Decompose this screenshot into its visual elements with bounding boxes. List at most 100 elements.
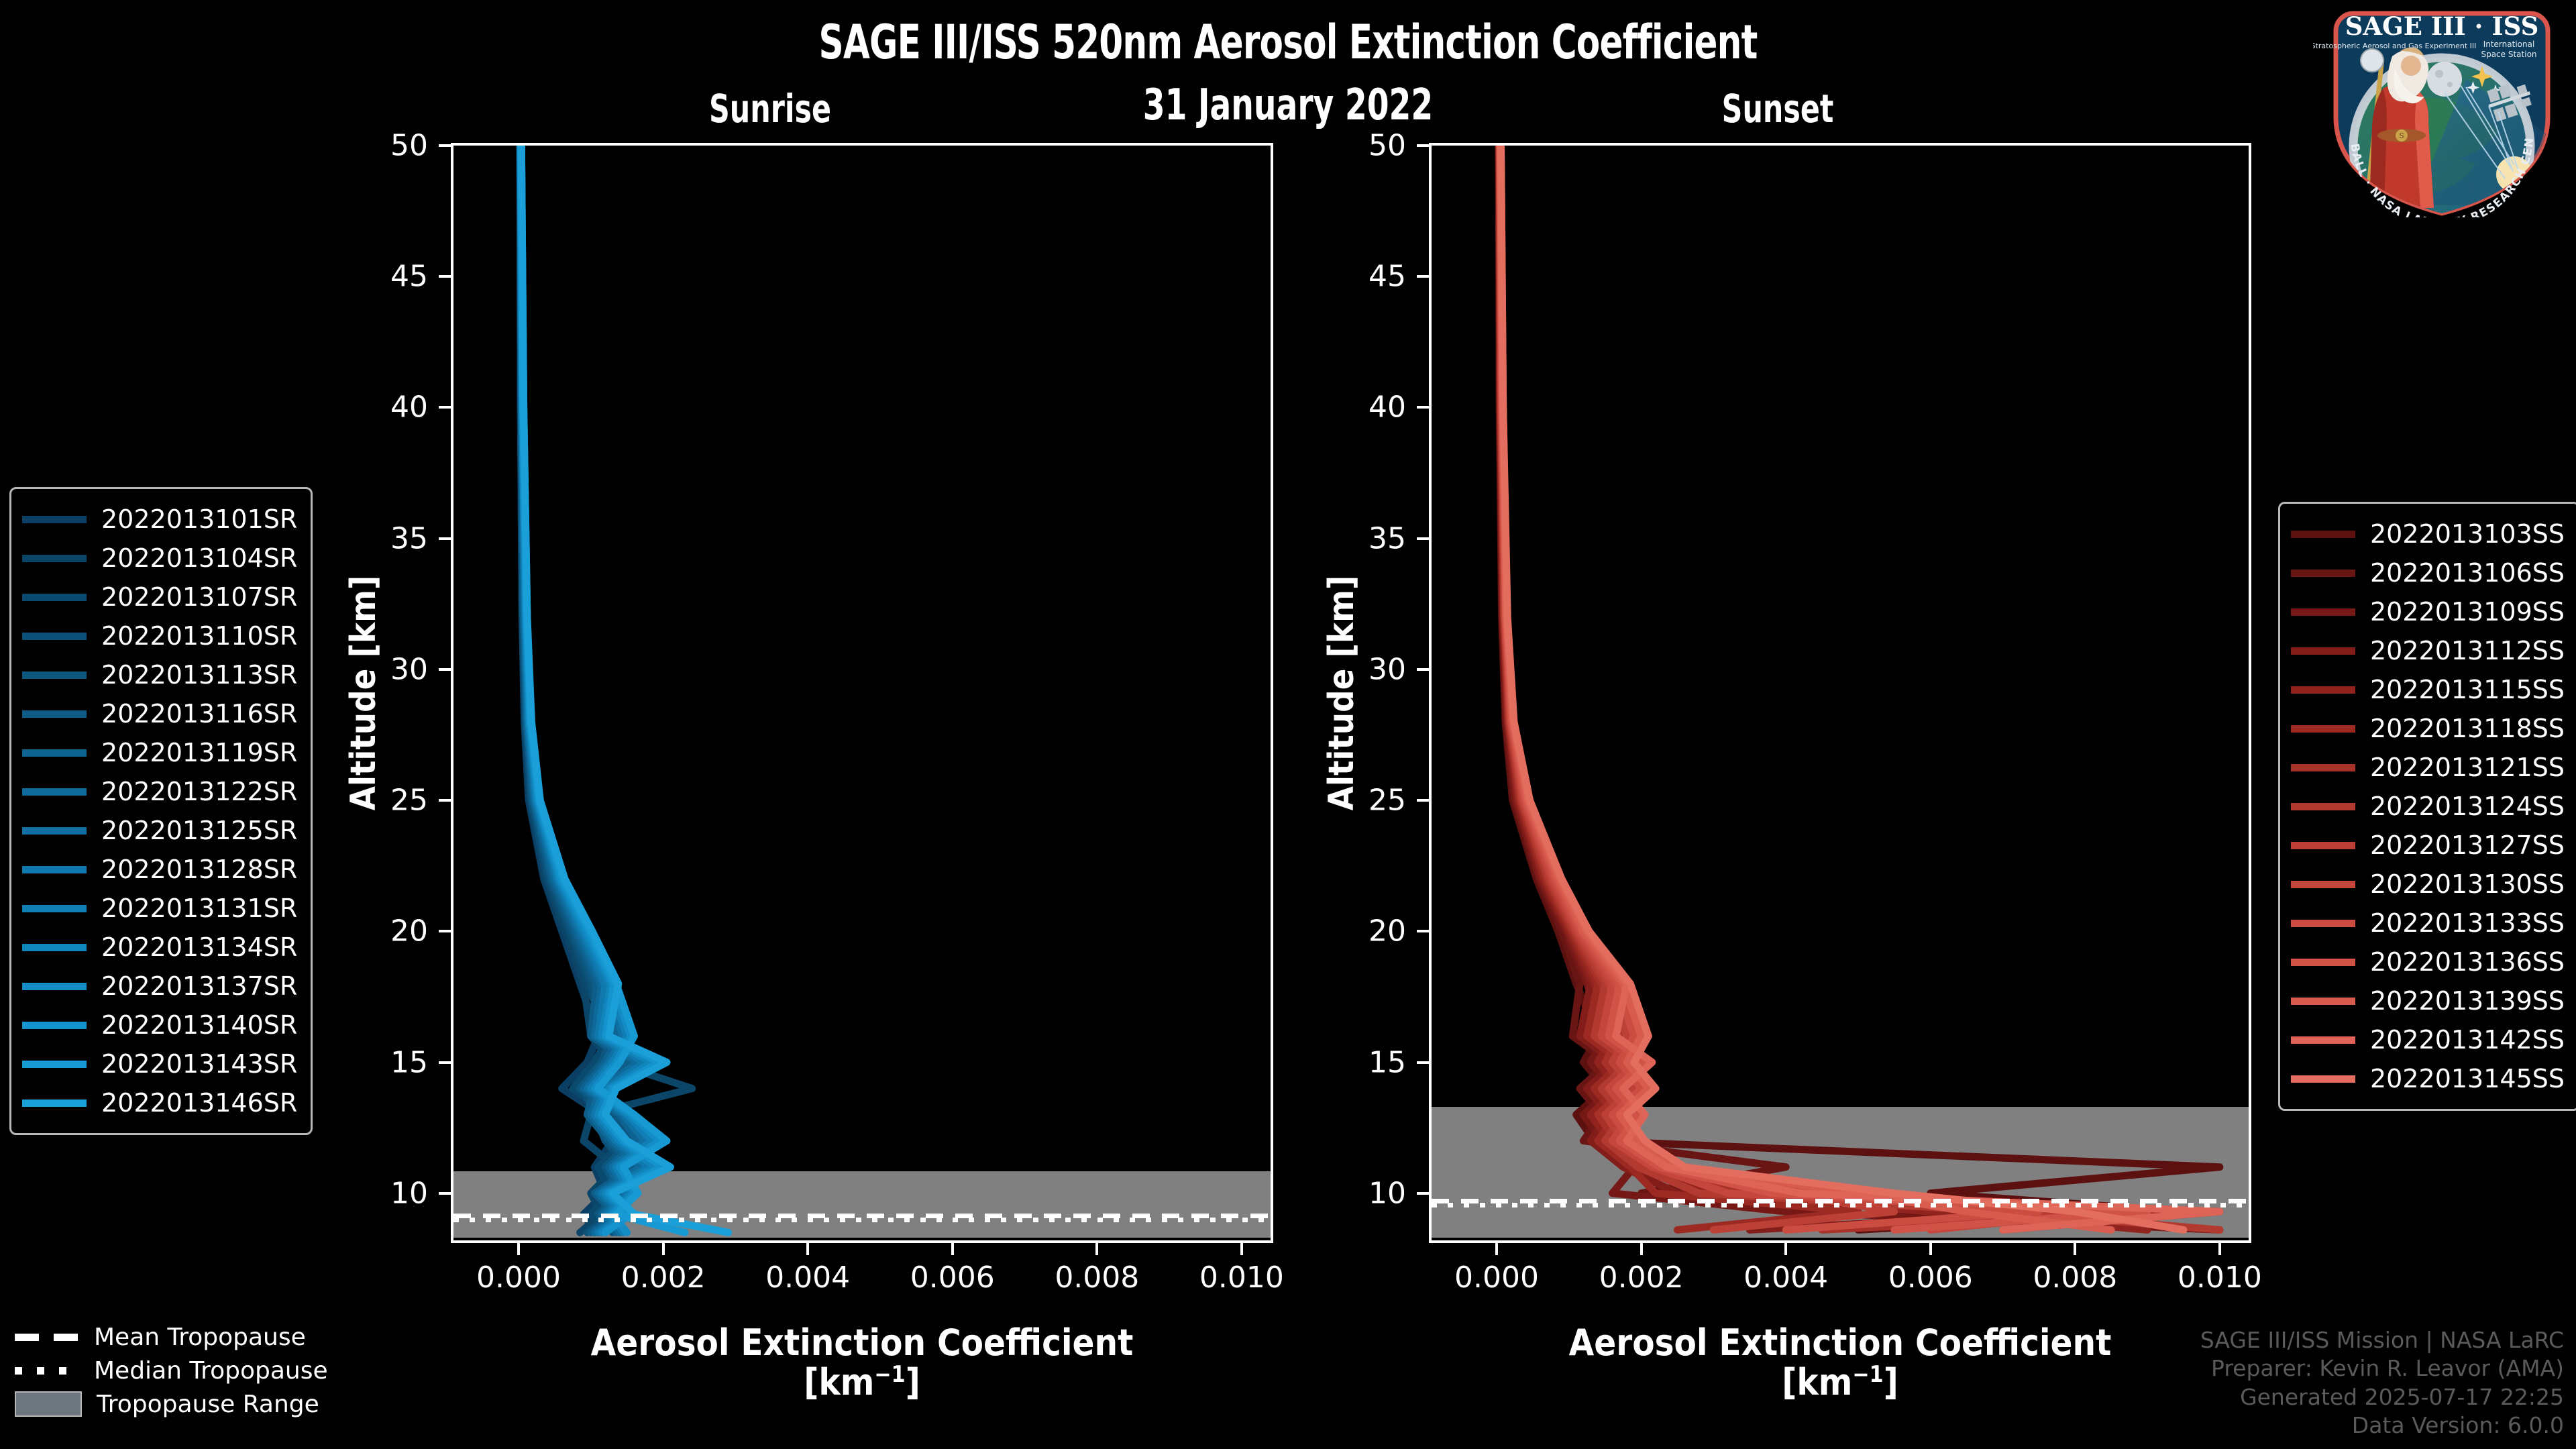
legend-item[interactable]: 2022013140SR [22, 1006, 297, 1044]
median-tropopause-line [1432, 1203, 2249, 1208]
legend-item-label: 2022013146SR [101, 1088, 298, 1118]
legend-item[interactable]: 2022013103SS [2291, 515, 2565, 553]
legend-color-swatch [22, 865, 87, 873]
legend-item[interactable]: 2022013118SS [2291, 709, 2565, 748]
legend-item-label: 2022013133SS [2370, 908, 2565, 938]
legend-color-swatch [2291, 569, 2355, 577]
y-tick-label: 35 [1368, 521, 1406, 556]
legend-item[interactable]: 2022013134SR [22, 928, 297, 967]
legend-color-swatch [22, 826, 87, 835]
legend-item[interactable]: 2022013128SR [22, 850, 297, 889]
y-tick-mark [1417, 537, 1429, 540]
logo-subtitle-right-2: Space Station [2481, 50, 2536, 59]
y-tick-mark [439, 1191, 451, 1195]
legend-item[interactable]: 2022013136SS [2291, 943, 2565, 981]
legend-item[interactable]: 2022013112SS [2291, 631, 2565, 670]
legend-color-swatch [2291, 530, 2355, 538]
series-layer [1495, 146, 2224, 1234]
legend-color-swatch [2291, 880, 2355, 888]
y-tick-label: 45 [1368, 259, 1406, 294]
sunset-legend[interactable]: 2022013103SS 2022013106SS 2022013109SS 2022… [2278, 502, 2576, 1111]
tropopause-legend-item: Median Tropopause [15, 1354, 328, 1387]
sunset-x-axis: 0.000 0.002 0.004 0.006 0.008 0.010 [1429, 1243, 2262, 1317]
logo-subtitle-right-1: International [2483, 40, 2535, 49]
legend-item[interactable]: 2022013133SS [2291, 904, 2565, 943]
y-tick-mark [1417, 799, 1429, 802]
legend-item[interactable]: 2022013145SS [2291, 1059, 2565, 1098]
svg-text:S: S [2399, 131, 2404, 140]
legend-item-label: 2022013143SR [101, 1049, 298, 1079]
y-tick-mark [1417, 930, 1429, 933]
y-tick-mark [1417, 144, 1429, 147]
credits-line: Preparer: Kevin R. Leavor (AMA) [2211, 1355, 2564, 1382]
sunrise-plot [451, 143, 1273, 1243]
y-tick-mark [439, 275, 451, 278]
legend-item[interactable]: 2022013113SR [22, 655, 297, 694]
legend-item[interactable]: 2022013109SS [2291, 592, 2565, 631]
series-line [1495, 146, 1898, 1234]
legend-item[interactable]: 2022013101SR [22, 500, 297, 539]
tropopause-legend-swatch-dashed [15, 1333, 79, 1341]
y-tick-label: 20 [1368, 914, 1406, 949]
tropopause-legend: Mean Tropopause Median Tropopause Tropopau… [15, 1320, 328, 1421]
y-tick-mark [439, 406, 451, 409]
x-tick-mark [2218, 1243, 2221, 1255]
y-tick-label: 50 [390, 128, 428, 163]
y-tick-label: 40 [390, 390, 428, 425]
legend-item[interactable]: 2022013130SS [2291, 865, 2565, 904]
credits-line: SAGE III/ISS Mission | NASA LaRC [2200, 1327, 2564, 1354]
legend-item-label: 2022013109SS [2370, 597, 2565, 627]
legend-item[interactable]: 2022013142SS [2291, 1020, 2565, 1059]
legend-item[interactable]: 2022013115SS [2291, 670, 2565, 709]
legend-item[interactable]: 2022013110SR [22, 616, 297, 655]
legend-item[interactable]: 2022013122SR [22, 772, 297, 811]
legend-item[interactable]: 2022013104SR [22, 539, 297, 578]
legend-item[interactable]: 2022013143SR [22, 1044, 297, 1083]
legend-item-label: 2022013134SR [101, 932, 298, 962]
legend-item[interactable]: 2022013107SR [22, 578, 297, 616]
sunrise-legend[interactable]: 2022013101SR 2022013104SR 2022013107SR 2022… [9, 487, 313, 1135]
legend-item[interactable]: 2022013139SS [2291, 981, 2565, 1020]
legend-item[interactable]: 2022013119SR [22, 733, 297, 772]
legend-color-swatch [22, 710, 87, 718]
legend-item-label: 2022013125SR [101, 816, 298, 845]
sunset-plot [1429, 143, 2251, 1243]
credits-line: Data Version: 6.0.0 [2351, 1411, 2564, 1438]
legend-item[interactable]: 2022013127SS [2291, 826, 2565, 865]
legend-item[interactable]: 2022013121SS [2291, 748, 2565, 787]
legend-color-swatch [22, 943, 87, 951]
panel-title-sunrise: Sunrise [708, 86, 832, 131]
x-tick-mark [806, 1243, 810, 1255]
legend-item[interactable]: 2022013146SR [22, 1083, 297, 1122]
x-tick-mark [2074, 1243, 2077, 1255]
legend-item-label: 2022013124SS [2370, 792, 2565, 821]
y-tick-label: 30 [1368, 652, 1406, 687]
y-tick-mark [439, 144, 451, 147]
legend-color-swatch [2291, 763, 2355, 771]
sunset-y-axis-label: Altitude [km] [1322, 575, 1362, 811]
legend-item[interactable]: 2022013116SR [22, 694, 297, 733]
legend-item[interactable]: 2022013124SS [2291, 787, 2565, 826]
x-tick-label: 0.002 [621, 1260, 706, 1295]
legend-item-label: 2022013101SR [101, 504, 298, 534]
legend-item[interactable]: 2022013125SR [22, 811, 297, 850]
y-tick-label: 35 [390, 521, 428, 556]
y-tick-label: 10 [1368, 1176, 1406, 1211]
legend-item-label: 2022013104SR [101, 543, 298, 573]
mean-tropopause-line [453, 1213, 1271, 1218]
legend-item-label: 2022013131SR [101, 894, 298, 923]
tropopause-legend-swatch-patch [15, 1391, 82, 1417]
x-tick-mark [1495, 1243, 1498, 1255]
date-title: 31 January 2022 [1142, 80, 1434, 130]
legend-item[interactable]: 2022013131SR [22, 889, 297, 928]
legend-color-swatch [2291, 1075, 2355, 1083]
series-line [1496, 146, 2043, 1234]
x-tick-mark [1095, 1243, 1099, 1255]
legend-item-label: 2022013116SR [101, 699, 298, 729]
legend-color-swatch [22, 788, 87, 796]
legend-item[interactable]: 2022013106SS [2291, 553, 2565, 592]
logo-title: SAGE III · ISS [2345, 11, 2539, 41]
panel-title-sunset: Sunset [1721, 86, 1834, 131]
legend-item[interactable]: 2022013137SR [22, 967, 297, 1006]
legend-item-label: 2022013130SS [2370, 869, 2565, 899]
